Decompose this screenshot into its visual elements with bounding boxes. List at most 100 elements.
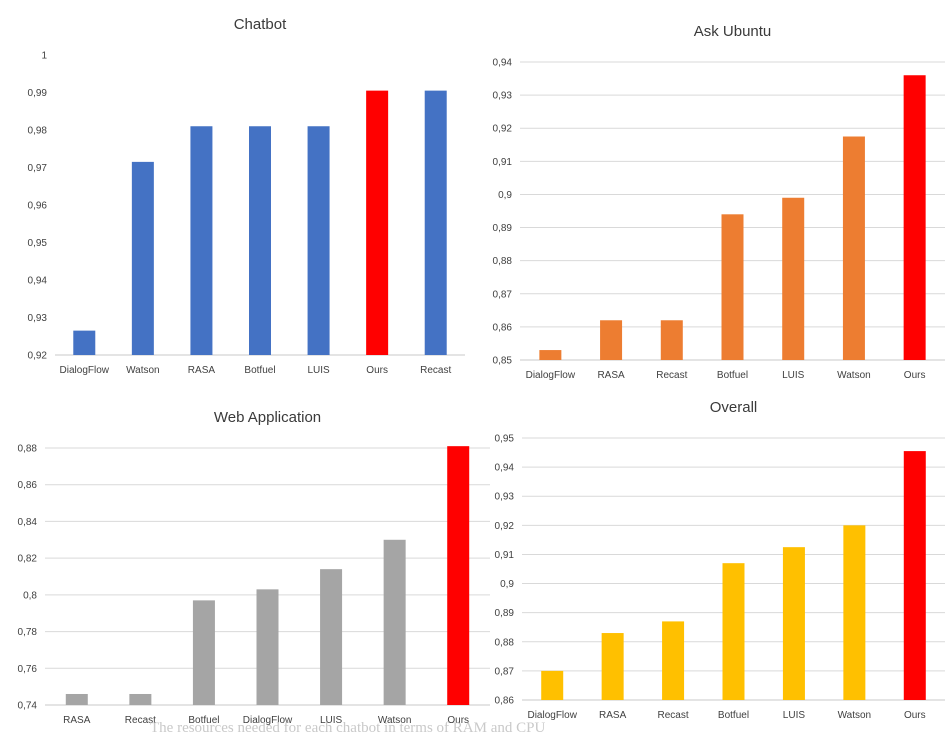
y-tick-label: 0,93 xyxy=(495,492,515,503)
y-tick-label: 0,92 xyxy=(495,521,515,532)
y-tick-label: 0,89 xyxy=(495,608,515,619)
y-tick-label: 0,94 xyxy=(493,58,513,69)
x-tick-label: Recast xyxy=(658,710,689,721)
bar-ours xyxy=(366,90,389,355)
y-tick-label: 0,9 xyxy=(498,190,512,201)
y-tick-label: 1 xyxy=(41,51,47,62)
y-tick-label: 0,86 xyxy=(495,696,515,707)
bar-watson xyxy=(383,539,406,705)
x-tick-label: Botfuel xyxy=(244,365,275,376)
y-tick-label: 0,9 xyxy=(500,579,514,590)
x-tick-label: Ours xyxy=(366,365,388,376)
y-tick-label: 0,96 xyxy=(28,201,48,212)
bar-recast xyxy=(662,621,685,700)
y-tick-label: 0,91 xyxy=(493,157,513,168)
x-tick-label: Ours xyxy=(447,715,469,726)
bar-luis xyxy=(320,569,343,705)
bar-botfuel xyxy=(722,563,745,700)
x-tick-label: Botfuel xyxy=(717,370,748,381)
x-tick-label: Watson xyxy=(838,710,872,721)
y-tick-label: 0,92 xyxy=(28,351,48,362)
bar-dialogflow xyxy=(539,350,562,360)
bar-luis xyxy=(782,547,805,700)
bar-ours xyxy=(447,446,470,705)
y-tick-label: 0,85 xyxy=(493,356,513,367)
x-tick-label: LUIS xyxy=(307,365,330,376)
y-tick-label: 0,92 xyxy=(493,124,513,135)
bar-luis xyxy=(307,126,330,355)
bar-rasa xyxy=(600,320,623,360)
x-tick-label: Ours xyxy=(904,710,926,721)
bar-botfuel xyxy=(721,214,744,360)
y-tick-label: 0,87 xyxy=(495,666,515,677)
y-tick-label: 0,88 xyxy=(493,256,513,267)
x-tick-label: Recast xyxy=(420,365,451,376)
y-tick-label: 0,95 xyxy=(495,434,515,445)
bar-rasa xyxy=(601,633,624,700)
chart-title: Web Application xyxy=(214,409,321,426)
x-tick-label: RASA xyxy=(597,370,625,381)
x-tick-label: DialogFlow xyxy=(60,365,110,376)
figure-caption: The resources needed for each chatbot in… xyxy=(150,720,546,736)
y-tick-label: 0,84 xyxy=(18,517,38,528)
x-tick-label: LUIS xyxy=(782,370,805,381)
bar-recast xyxy=(424,90,447,355)
y-tick-label: 0,8 xyxy=(23,590,37,601)
bar-dialogflow xyxy=(541,670,564,700)
chart-title: Overall xyxy=(710,399,758,416)
y-tick-label: 0,99 xyxy=(28,88,48,99)
y-tick-label: 0,91 xyxy=(495,550,515,561)
x-tick-label: Recast xyxy=(656,370,687,381)
bar-watson xyxy=(131,161,154,355)
y-tick-label: 0,88 xyxy=(18,444,38,455)
x-tick-label: Watson xyxy=(837,370,871,381)
x-tick-label: RASA xyxy=(188,365,216,376)
bar-watson xyxy=(842,136,865,360)
bar-dialogflow xyxy=(73,330,96,355)
x-tick-label: Botfuel xyxy=(188,715,219,726)
x-tick-label: LUIS xyxy=(320,715,343,726)
y-tick-label: 0,78 xyxy=(18,627,38,638)
bar-watson xyxy=(843,525,866,700)
x-tick-label: DialogFlow xyxy=(526,370,576,381)
x-tick-label: DialogFlow xyxy=(527,710,577,721)
y-tick-label: 0,88 xyxy=(495,637,515,648)
bar-rasa xyxy=(190,126,213,355)
x-tick-label: Botfuel xyxy=(718,710,749,721)
y-tick-label: 0,93 xyxy=(28,313,48,324)
bar-recast xyxy=(660,320,683,360)
x-tick-label: Watson xyxy=(126,365,160,376)
y-tick-label: 0,86 xyxy=(493,322,513,333)
y-tick-label: 0,74 xyxy=(18,701,38,712)
y-tick-label: 0,94 xyxy=(495,463,515,474)
bar-dialogflow xyxy=(256,589,279,705)
bar-botfuel xyxy=(249,126,271,355)
bar-luis xyxy=(782,197,805,360)
x-tick-label: Watson xyxy=(378,715,412,726)
y-tick-label: 0,97 xyxy=(28,163,48,174)
y-tick-label: 0,86 xyxy=(18,480,38,491)
bar-recast xyxy=(129,693,152,705)
x-tick-label: RASA xyxy=(599,710,627,721)
bar-rasa xyxy=(65,693,88,705)
y-tick-label: 0,93 xyxy=(493,91,513,102)
y-tick-label: 0,87 xyxy=(493,289,513,300)
y-tick-label: 0,98 xyxy=(28,126,48,137)
x-tick-label: Recast xyxy=(125,715,156,726)
y-tick-label: 0,76 xyxy=(18,664,38,675)
x-tick-label: LUIS xyxy=(783,710,806,721)
bar-botfuel xyxy=(192,600,215,705)
bar-ours xyxy=(903,75,926,360)
y-tick-label: 0,89 xyxy=(493,223,513,234)
chart-title: Chatbot xyxy=(234,16,287,33)
chart-title: Ask Ubuntu xyxy=(694,23,772,40)
x-tick-label: DialogFlow xyxy=(243,715,293,726)
y-tick-label: 0,82 xyxy=(18,554,38,565)
y-tick-label: 0,95 xyxy=(28,238,48,249)
x-tick-label: RASA xyxy=(63,715,91,726)
x-tick-label: Ours xyxy=(904,370,926,381)
